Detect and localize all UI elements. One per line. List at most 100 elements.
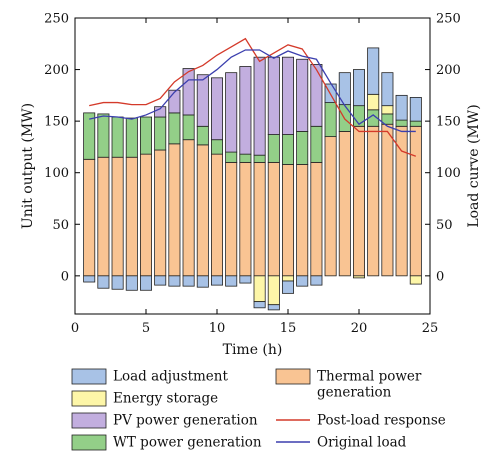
bar-wt-power-generation-2 [97, 113, 110, 158]
line-post-load-response [89, 37, 417, 157]
y-tick-label: 200 [44, 63, 69, 78]
bar-energy-storage-15 [281, 275, 294, 282]
bar-load-adjustment-5 [139, 275, 152, 291]
legend: Load adjustment Thermal power generation En… [71, 368, 446, 451]
bar-load-adjustment-24 [409, 97, 422, 122]
x-tick-label: 0 [71, 321, 79, 336]
bar-wt-power-generation-11 [225, 151, 238, 163]
bar-pv-power-generation-17 [310, 64, 323, 127]
legend-label-load-adjustment: Load adjustment [113, 369, 228, 385]
legend-label-energy-storage: Energy storage [113, 391, 218, 407]
bar-wt-power-generation-3 [111, 116, 124, 158]
bar-energy-storage-13 [253, 275, 266, 303]
bar-thermal-power-generation-10 [210, 153, 223, 277]
bar-load-adjustment-20 [352, 69, 365, 107]
y-tick-label: 0 [61, 269, 69, 284]
bar-thermal-power-generation-3 [111, 156, 124, 277]
line-original-load [89, 49, 416, 133]
bar-thermal-power-generation-6 [154, 149, 167, 277]
bar-load-adjustment-10 [210, 275, 223, 286]
bar-thermal-power-generation-15 [281, 164, 294, 277]
bar-wt-power-generation-6 [154, 116, 167, 151]
y-tick-label: 250 [44, 12, 69, 27]
bar-load-adjustment-4 [125, 275, 138, 291]
bar-thermal-power-generation-14 [267, 161, 280, 277]
bar-thermal-power-generation-19 [338, 131, 351, 277]
bar-thermal-power-generation-5 [139, 153, 152, 277]
bar-load-adjustment-14 [267, 304, 280, 311]
bar-wt-power-generation-5 [139, 116, 152, 155]
bar-energy-storage-22 [381, 105, 394, 115]
bar-wt-power-generation-24 [409, 120, 422, 127]
bar-load-adjustment-21 [367, 47, 380, 95]
legend-label-wt-power-generation: WT power generation [113, 435, 262, 451]
bar-thermal-power-generation-17 [310, 161, 323, 277]
bar-pv-power-generation-8 [182, 68, 195, 116]
bar-wt-power-generation-8 [182, 114, 195, 141]
bar-load-adjustment-23 [395, 94, 408, 121]
bar-pv-power-generation-12 [239, 66, 252, 155]
bar-wt-power-generation-9 [196, 125, 209, 146]
bar-load-adjustment-6 [154, 275, 167, 286]
bar-thermal-power-generation-8 [182, 139, 195, 277]
bar-load-adjustment-11 [225, 275, 238, 287]
legend-label-thermal-power-generation: Thermal power generation [317, 369, 422, 401]
bar-load-adjustment-1 [83, 275, 96, 283]
bar-wt-power-generation-10 [210, 139, 223, 155]
bar-wt-power-generation-16 [296, 131, 309, 165]
plot-frame [74, 17, 431, 315]
x-tick-label: 10 [209, 321, 226, 336]
bar-wt-power-generation-14 [267, 134, 280, 163]
y-tick-label: 150 [44, 115, 69, 130]
bar-load-adjustment-3 [111, 275, 124, 290]
x-tick-label: 25 [422, 321, 439, 336]
bar-pv-power-generation-16 [296, 58, 309, 132]
bar-load-adjustment-9 [196, 275, 209, 288]
bar-load-adjustment-2 [97, 275, 110, 289]
legend-label-post-load-response: Post-load response [317, 413, 446, 429]
bar-pv-power-generation-14 [267, 56, 280, 135]
y2-tick-label: 50 [436, 218, 453, 233]
bar-wt-power-generation-18 [324, 102, 337, 138]
bar-wt-power-generation-23 [395, 119, 408, 127]
x-tick-label: 5 [142, 321, 150, 336]
bar-wt-power-generation-15 [281, 134, 294, 165]
legend-label-pv-power-generation: PV power generation [113, 413, 258, 429]
bar-pv-power-generation-9 [196, 74, 209, 127]
bar-pv-power-generation-13 [253, 56, 266, 156]
bar-load-adjustment-12 [239, 275, 252, 284]
bar-thermal-power-generation-20 [352, 125, 365, 277]
bar-thermal-power-generation-24 [409, 125, 422, 277]
bar-thermal-power-generation-23 [395, 125, 408, 277]
bar-load-adjustment-16 [296, 275, 309, 287]
bar-wt-power-generation-12 [239, 153, 252, 163]
bar-wt-power-generation-7 [168, 112, 181, 145]
bar-load-adjustment-7 [168, 275, 181, 287]
bar-pv-power-generation-15 [281, 56, 294, 135]
bar-thermal-power-generation-22 [381, 123, 394, 277]
bar-thermal-power-generation-2 [97, 156, 110, 277]
bar-thermal-power-generation-12 [239, 161, 252, 277]
legend-swatch-wt-power-generation [71, 434, 107, 451]
bar-energy-storage-21 [367, 93, 380, 111]
bar-thermal-power-generation-18 [324, 136, 337, 277]
y2-tick-label: 0 [436, 269, 444, 284]
bar-energy-storage-14 [267, 275, 280, 306]
bar-energy-storage-24 [409, 275, 422, 285]
bar-pv-power-generation-7 [168, 89, 181, 114]
legend-swatch-load-adjustment [71, 368, 107, 385]
lines-layer [89, 37, 417, 157]
bars-layer [83, 47, 422, 311]
bar-wt-power-generation-17 [310, 125, 323, 163]
bar-load-adjustment-13 [253, 301, 266, 309]
bar-thermal-power-generation-16 [296, 164, 309, 277]
bar-pv-power-generation-10 [210, 77, 223, 141]
y2-tick-label: 250 [436, 12, 461, 27]
y-axis-label: Unit output (MW) [20, 103, 36, 229]
bar-load-adjustment-17 [310, 275, 323, 286]
bar-energy-storage-20 [352, 275, 365, 279]
y2-tick-label: 200 [436, 63, 461, 78]
bar-thermal-power-generation-21 [367, 125, 380, 277]
